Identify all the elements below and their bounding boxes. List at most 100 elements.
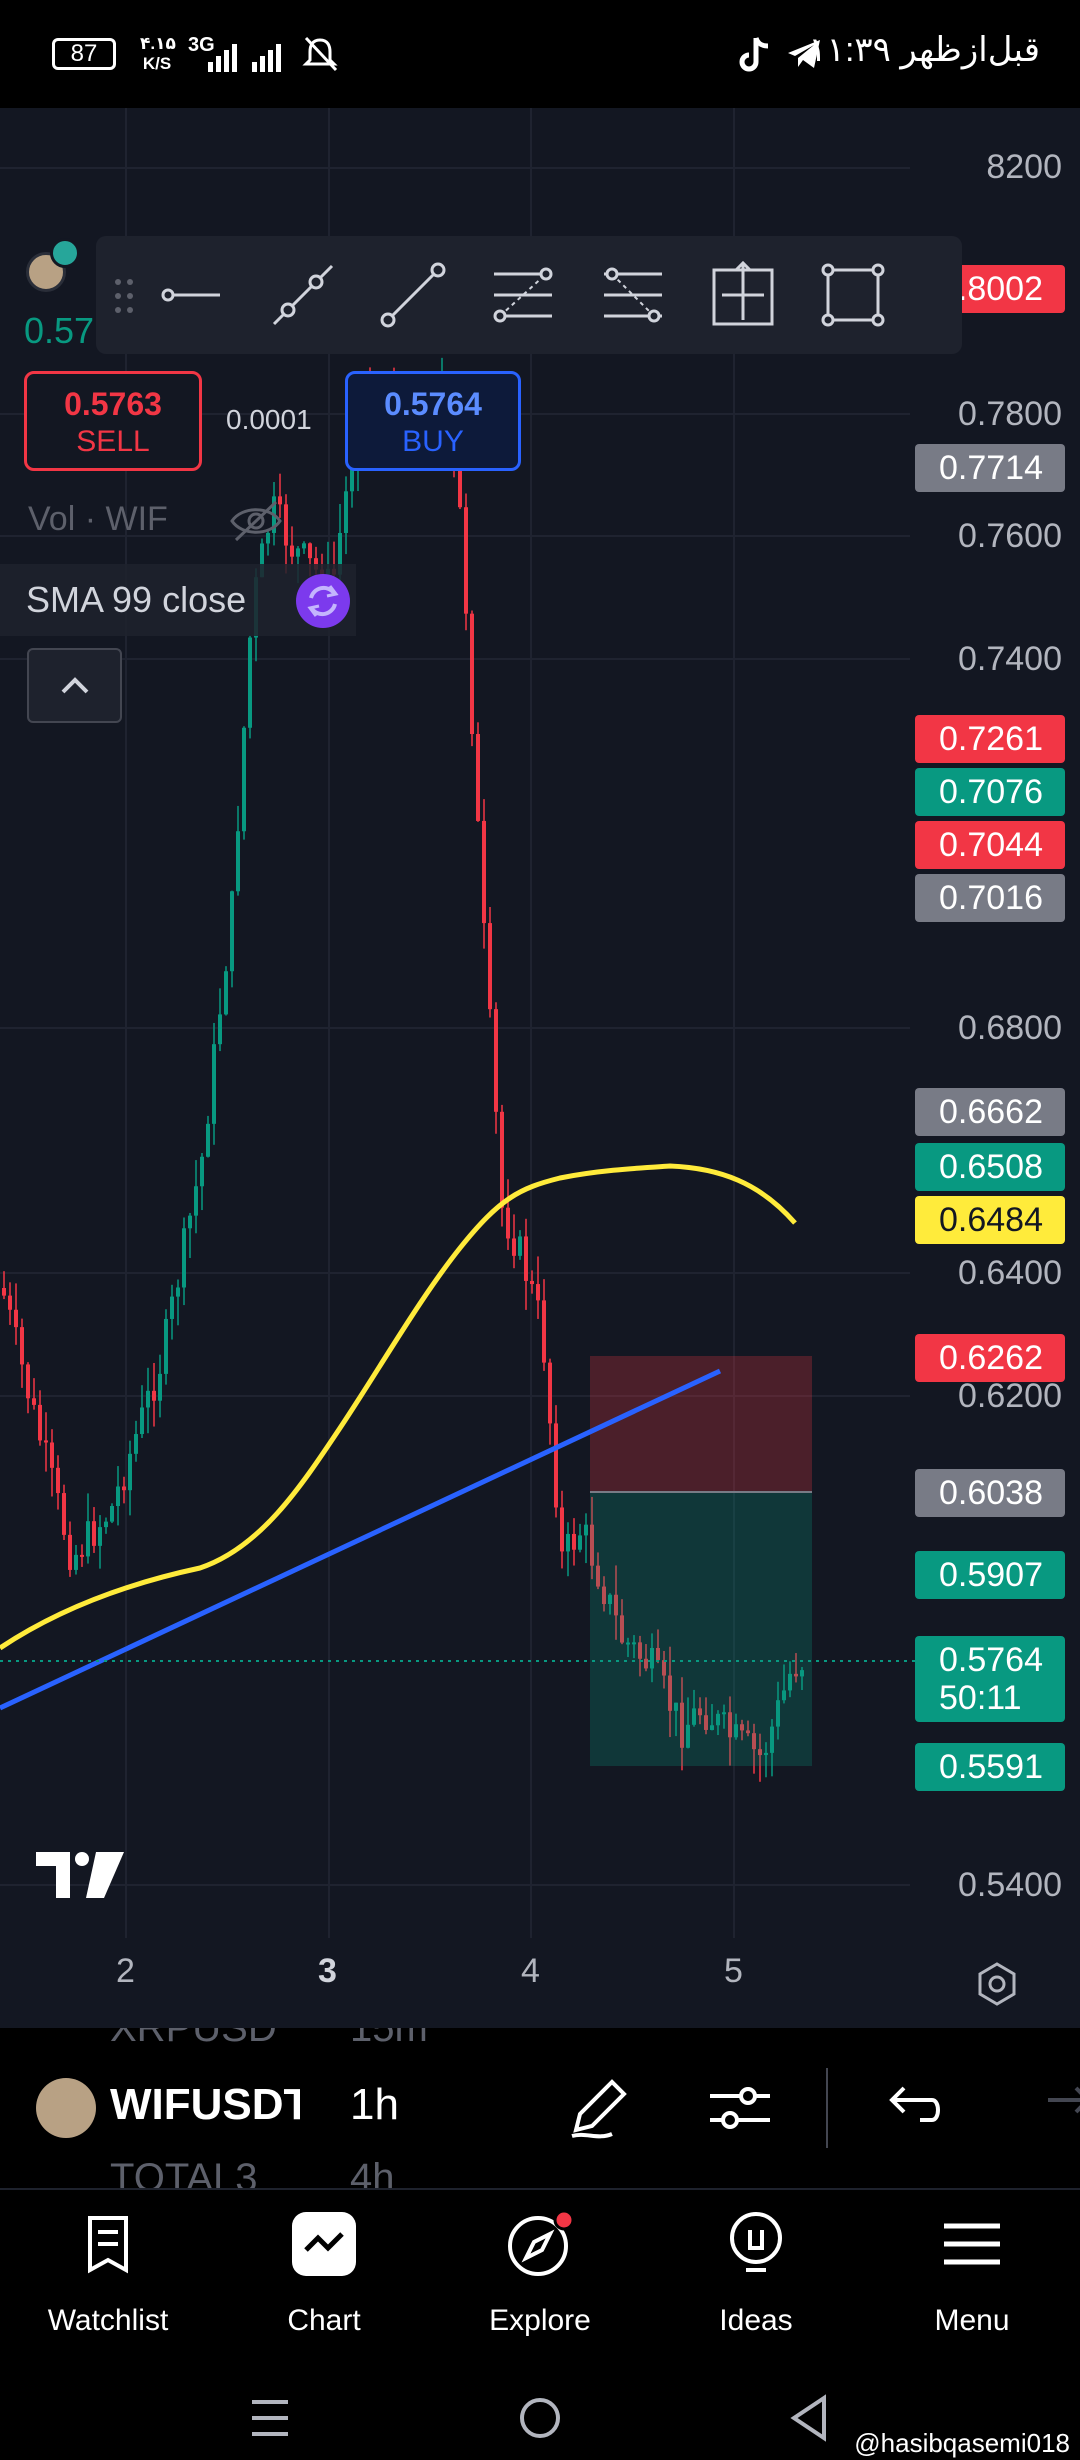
buy-button[interactable]: 0.5764 BUY: [345, 371, 521, 471]
candle-body: [740, 1724, 744, 1731]
candle-body: [596, 1565, 600, 1587]
indicators-settings-icon[interactable]: [702, 2070, 778, 2146]
candle-body: [296, 548, 300, 557]
price-range-tool[interactable]: [688, 236, 798, 354]
candle-body: [302, 543, 306, 549]
trend-line[interactable]: [0, 1368, 722, 1711]
candle-body: [74, 1554, 78, 1570]
date-axis-label: 2: [116, 1952, 135, 1990]
fib-retracement-tool[interactable]: [468, 236, 578, 354]
recents-icon[interactable]: [240, 2388, 300, 2448]
chart-settings-icon[interactable]: [973, 1960, 1021, 2008]
refresh-icon[interactable]: [296, 574, 350, 628]
candle-body: [152, 1390, 156, 1401]
symbol-picker-next: TOTAL3: [110, 2156, 258, 2188]
candle-body: [518, 1236, 522, 1256]
sell-button[interactable]: 0.5763 SELL: [24, 371, 202, 471]
candle-countdown: 50:11: [939, 1679, 1022, 1717]
home-icon[interactable]: [510, 2388, 570, 2448]
candle-body: [746, 1730, 750, 1734]
nav-chart[interactable]: Chart: [216, 2190, 432, 2370]
candle-body: [80, 1554, 84, 1557]
candle-body: [620, 1615, 624, 1643]
watchlist-icon: [88, 2216, 128, 2274]
symbol-name[interactable]: WIFUSDT: [110, 2080, 300, 2129]
nav-explore[interactable]: Explore: [432, 2190, 648, 2370]
eye-off-icon[interactable]: [228, 496, 284, 546]
candle-body: [662, 1660, 666, 1676]
candle-body: [38, 1404, 42, 1441]
nav-ideas[interactable]: Ideas: [648, 2190, 864, 2370]
price-range-icon: [712, 260, 774, 326]
candle-body: [200, 1156, 204, 1187]
current-price-tag: 0.5764 50:11: [915, 1636, 1065, 1722]
candle-body: [26, 1364, 30, 1399]
parallel-channel-tool[interactable]: [578, 236, 688, 354]
candle-body: [758, 1749, 762, 1756]
candle-body: [224, 971, 228, 1015]
date-axis-label: 3: [318, 1952, 337, 1990]
position-reward-zone[interactable]: [590, 1492, 812, 1766]
ray-tool[interactable]: [248, 236, 358, 354]
candle-body: [134, 1434, 138, 1454]
back-icon[interactable]: [780, 2388, 840, 2448]
candle-body: [776, 1700, 780, 1727]
candle-body: [656, 1648, 660, 1661]
candle-body: [734, 1724, 738, 1738]
signal-icon: [208, 44, 281, 72]
candle-body: [140, 1407, 144, 1435]
interval-selector[interactable]: 1h: [350, 2080, 399, 2129]
price-tag: 0.7261: [915, 715, 1065, 763]
candle-body: [2, 1288, 6, 1296]
price-axis-label: 0.6800: [958, 1009, 1062, 1047]
candle-body: [230, 891, 234, 972]
candle-body: [566, 1533, 570, 1552]
nav-watchlist[interactable]: Watchlist: [0, 2190, 216, 2370]
price-tag: 0.6262: [915, 1334, 1065, 1382]
price-chart[interactable]: [0, 108, 1080, 2028]
candle-body: [548, 1362, 552, 1424]
symbol-avatar: [36, 2078, 96, 2138]
position-risk-zone[interactable]: [590, 1356, 812, 1492]
ray-icon: [272, 264, 334, 326]
horizontal-line-tool[interactable]: [138, 236, 248, 354]
draw-pencil-icon[interactable]: [562, 2070, 638, 2146]
candle-body: [536, 1284, 540, 1301]
horizontal-line-icon: [161, 288, 220, 302]
candle-body: [710, 1725, 714, 1730]
candle-body: [686, 1724, 690, 1748]
volume-indicator-label[interactable]: Vol · WIF: [28, 500, 168, 538]
candle-body: [476, 734, 480, 821]
undo-icon[interactable]: [874, 2070, 950, 2146]
candle-body: [650, 1648, 654, 1669]
symbol-picker-prev: XRPUSD: [110, 2028, 277, 2050]
mute-icon: [302, 36, 338, 72]
date-axis-label: 5: [724, 1952, 743, 1990]
nav-menu[interactable]: Menu: [864, 2190, 1080, 2370]
candle-body: [116, 1486, 120, 1507]
collapse-legend-button[interactable]: [27, 648, 122, 723]
candle-body: [218, 1014, 222, 1045]
candle-body: [638, 1642, 642, 1659]
redo-icon[interactable]: [1030, 2070, 1080, 2146]
trend-line-tool[interactable]: [358, 236, 468, 354]
candle-body: [248, 637, 252, 728]
current-price-value: 0.5764: [939, 1641, 1043, 1679]
candle-body: [266, 532, 270, 544]
fib-retracement-icon: [493, 267, 553, 323]
candle-body: [506, 1207, 510, 1239]
candle-body: [692, 1708, 696, 1725]
candle-body: [260, 543, 264, 578]
candle-body: [308, 543, 312, 559]
drag-handle-icon[interactable]: [110, 276, 140, 316]
candle-body: [794, 1673, 798, 1677]
chart-area[interactable]: 0.57 8200 0.7800 0.7600 0.7400 0.6800 0.…: [0, 108, 1080, 2028]
candle-body: [194, 1186, 198, 1216]
price-axis-label: 0.6400: [958, 1254, 1062, 1292]
nav-label: Explore: [489, 2304, 591, 2337]
candle-body: [704, 1715, 708, 1730]
date-axis-label: 4: [521, 1952, 540, 1990]
rectangle-tool[interactable]: [798, 236, 908, 354]
candle-body: [626, 1642, 630, 1645]
candle-body: [206, 1123, 210, 1157]
